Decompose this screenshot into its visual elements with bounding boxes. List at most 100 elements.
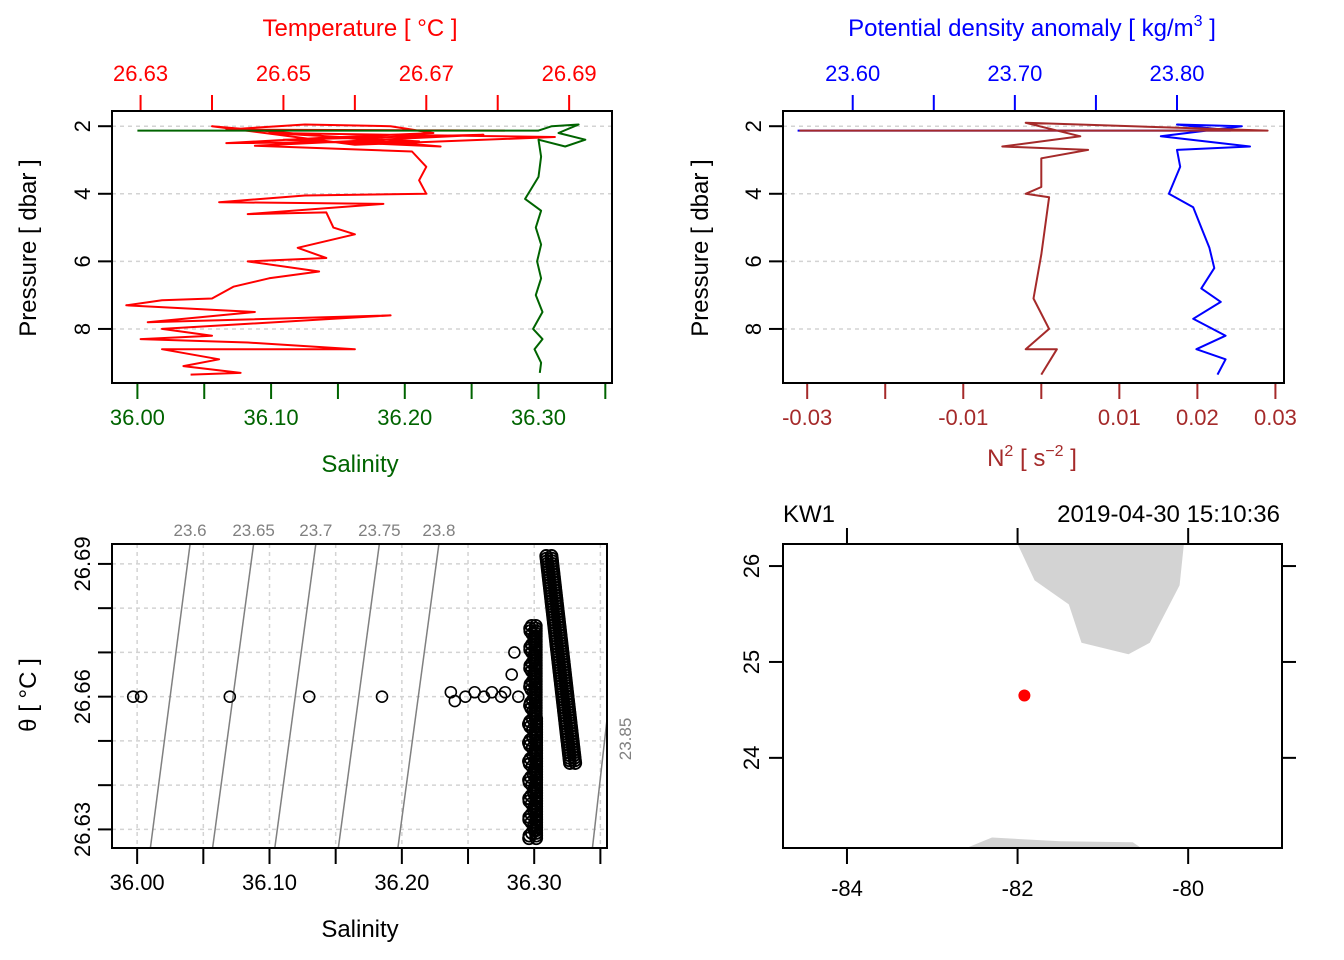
temperature-axis: 26.63 26.65 26.67 26.69 [113, 61, 597, 111]
plot-frame [111, 110, 613, 384]
y-tick-label: 8 [70, 323, 95, 335]
top-tick-label: 23.70 [987, 61, 1042, 86]
n2-title-end: ] [1064, 445, 1077, 472]
series-n2 [799, 121, 1269, 376]
x-tick-label: 36.00 [110, 870, 165, 895]
ts-point [302, 690, 316, 703]
n2-title-sup: 2 [1004, 443, 1013, 460]
bottom-tick-label: 36.20 [377, 405, 432, 430]
bottom-tick-label: 0.03 [1254, 405, 1297, 430]
pressure-axis: 2 4 6 8 [70, 120, 112, 335]
x-tick-label: 36.10 [242, 870, 297, 895]
station-label: KW1 [783, 501, 835, 528]
density-n2-profile-panel: Potential density anomaly [ kg/m3 ] 23.6… [687, 13, 1297, 472]
series-potential-density-anomaly [797, 123, 1251, 376]
latitude-axis: 24 25 26 [739, 554, 1296, 770]
ts-point [528, 618, 543, 633]
ts-point [539, 549, 554, 563]
ts-point [134, 690, 148, 703]
density-title-end: ] [1203, 15, 1216, 42]
x-tick-label: -80 [1172, 876, 1204, 901]
station-marker[interactable] [1018, 689, 1031, 702]
x-tick-label: 36.20 [374, 870, 429, 895]
profile-lines [125, 123, 587, 376]
ts-point [512, 690, 525, 703]
pressure-axis: 2 4 6 8 [741, 120, 783, 335]
n2-axis-title: N2 [ s−2 ] [987, 443, 1077, 472]
bottom-tick-label: 0.01 [1098, 405, 1141, 430]
isopycnal-line [337, 543, 381, 849]
density-axis: 23.60 23.70 23.80 [825, 61, 1205, 111]
n2-title-mid: [ s [1013, 445, 1045, 472]
salinity-axis: 36.00 36.10 36.20 36.30 [110, 383, 607, 430]
theta-axis: 26.63 26.66 26.69 [70, 536, 112, 857]
isopycnal-line [274, 543, 317, 849]
density-title-main: Potential density anomaly [ kg/m [848, 15, 1194, 42]
density-axis-title: Potential density anomaly [ kg/m3 ] [848, 13, 1216, 42]
y-tick-label: 26.69 [70, 536, 95, 591]
isopycnal-label: 23.7 [299, 521, 332, 540]
ts-point [498, 685, 512, 699]
bottom-tick-label: 36.10 [244, 405, 299, 430]
plot-frame [782, 110, 1285, 384]
map-frame [782, 543, 1283, 849]
land-polygon [1017, 544, 1184, 655]
x-tick-label: 36.30 [507, 870, 562, 895]
ts-point [494, 690, 508, 703]
y-tick-label: 25 [739, 650, 764, 674]
land-polygon [966, 837, 1142, 848]
salinity-axis: 36.00 36.10 36.20 36.30 [110, 848, 602, 895]
y-tick-label: 6 [70, 255, 95, 267]
bottom-tick-label: -0.03 [782, 405, 832, 430]
ts-profile-panel: Temperature [ °C ] 26.63 26.65 26.67 26.69 … [15, 15, 613, 478]
top-tick-label: 23.80 [1149, 61, 1204, 86]
datetime-label: 2019-04-30 15:10:36 [1057, 501, 1280, 528]
ts-grid [112, 544, 607, 848]
isopycnals: 23.6 23.65 23.7 23.75 23.8 23.85 [149, 521, 635, 849]
top-tick-label: 26.67 [399, 61, 454, 86]
isopycnal-label: 23.85 [616, 718, 635, 761]
isopycnal-label: 23.75 [358, 521, 401, 540]
top-tick-label: 26.65 [256, 61, 311, 86]
ts-diagram-panel: 23.6 23.65 23.7 23.75 23.823.85 36.00 36.10 36… [15, 521, 635, 943]
x-tick-label: -82 [1002, 876, 1034, 901]
pressure-axis-title: Pressure [ dbar ] [687, 159, 714, 336]
ts-point [223, 690, 237, 703]
bottom-tick-label: 36.00 [110, 405, 165, 430]
ts-point [375, 690, 389, 703]
y-tick-label: 4 [741, 188, 766, 200]
ts-point [126, 690, 140, 703]
y-tick-label: 4 [70, 188, 95, 200]
ts-point [544, 549, 559, 563]
top-tick-label: 26.69 [542, 61, 597, 86]
temperature-axis-title: Temperature [ °C ] [263, 15, 458, 42]
isopycnal-line [149, 543, 191, 849]
ts-point [448, 694, 462, 708]
n2-axis: -0.03 -0.01 0.01 0.02 0.03 [782, 383, 1297, 430]
isopycnal-label: 23.6 [174, 521, 207, 540]
series-temperature [125, 123, 556, 376]
salinity-axis-title: Salinity [321, 916, 398, 943]
bottom-tick-label: 0.02 [1176, 405, 1219, 430]
isopycnal-line [591, 719, 608, 849]
isopycnal-label: 23.65 [232, 521, 275, 540]
ts-point [524, 618, 539, 633]
n2-title-sup2: −2 [1045, 443, 1063, 460]
bottom-tick-label: 36.30 [511, 405, 566, 430]
y-tick-label: 8 [741, 323, 766, 335]
y-tick-label: 26 [739, 554, 764, 578]
x-tick-label: -84 [831, 876, 863, 901]
y-tick-label: 6 [741, 255, 766, 267]
ts-point [508, 646, 521, 659]
top-tick-label: 23.60 [825, 61, 880, 86]
series-salinity [137, 123, 587, 374]
y-tick-label: 2 [741, 120, 766, 132]
bottom-tick-label: -0.01 [938, 405, 988, 430]
longitude-axis: -84 -82 -80 [831, 528, 1204, 901]
density-title-sup: 3 [1194, 13, 1203, 30]
y-tick-label: 24 [739, 746, 764, 770]
isopycnal-label: 23.8 [422, 521, 455, 540]
ts-point [505, 668, 519, 681]
isopycnal-line [397, 543, 440, 849]
